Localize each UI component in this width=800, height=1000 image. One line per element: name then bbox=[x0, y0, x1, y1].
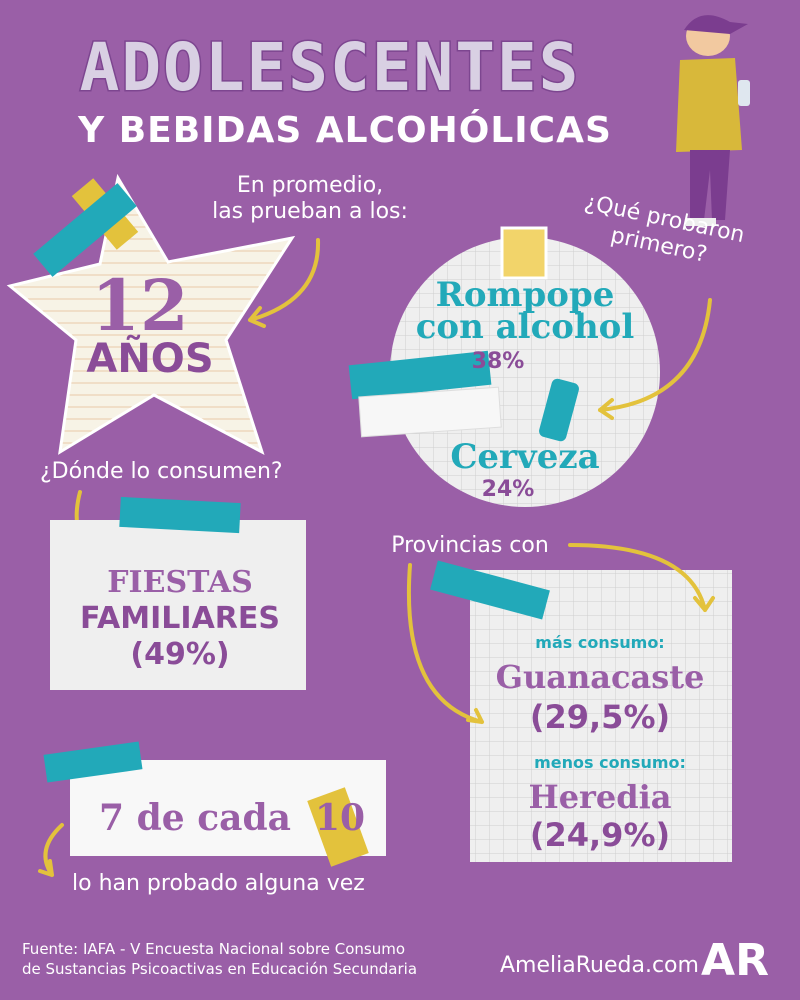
drink-share: 24% bbox=[482, 477, 535, 502]
arrow bbox=[406, 563, 484, 724]
logo: AR bbox=[701, 935, 769, 986]
where-answer: FIESTAS bbox=[107, 565, 253, 600]
pants bbox=[690, 150, 730, 220]
age-intro: En promedio, bbox=[237, 173, 383, 198]
where-answer: FAMILIARES bbox=[80, 601, 280, 636]
tape bbox=[43, 741, 143, 783]
tape bbox=[119, 496, 241, 534]
tried-count: 7 de cada bbox=[99, 797, 291, 839]
province-label: menos consumo: bbox=[534, 753, 686, 772]
paper-strip bbox=[358, 386, 502, 438]
province-label: más consumo: bbox=[535, 633, 664, 652]
where-question: ¿Dónde lo consumen? bbox=[40, 459, 283, 484]
age-value: 12 bbox=[91, 264, 188, 347]
title: ADOLESCENTES bbox=[80, 29, 581, 106]
shoes bbox=[686, 218, 716, 226]
arrow bbox=[598, 298, 712, 420]
tried-note: lo han probado alguna vez bbox=[72, 871, 365, 896]
where-answer: (49%) bbox=[130, 637, 229, 672]
star bbox=[6, 173, 296, 456]
province-name: Heredia bbox=[528, 778, 671, 816]
tape bbox=[33, 183, 137, 277]
province-share: (29,5%) bbox=[530, 698, 670, 736]
source: Fuente: IAFA - V Encuesta Nacional sobre… bbox=[22, 940, 405, 958]
drink-share: 38% bbox=[472, 349, 525, 374]
site: AmeliaRueda.com bbox=[500, 953, 699, 978]
drink-label: Cerveza bbox=[450, 437, 599, 477]
arrow bbox=[568, 543, 715, 612]
subtitle: Y BEBIDAS ALCOHÓLICAS bbox=[77, 109, 612, 151]
provinces-intro: Provincias con bbox=[391, 533, 549, 558]
drink-label: con alcohol bbox=[416, 307, 635, 347]
shirt bbox=[676, 58, 742, 152]
glass-icon bbox=[500, 226, 548, 280]
arrow bbox=[38, 823, 64, 877]
circle-card bbox=[390, 237, 660, 507]
paper-note bbox=[50, 520, 306, 690]
bottle-icon bbox=[539, 378, 579, 442]
age-intro: las prueban a los: bbox=[212, 199, 408, 224]
province-share: (24,9%) bbox=[530, 816, 670, 854]
person-illustration bbox=[676, 15, 750, 226]
tape bbox=[430, 560, 550, 620]
tape bbox=[348, 350, 492, 400]
tried-total: 10 bbox=[315, 797, 365, 839]
province-name: Guanacaste bbox=[496, 658, 705, 696]
arrow bbox=[248, 238, 321, 328]
cap bbox=[684, 15, 748, 34]
paper-note bbox=[470, 570, 732, 862]
source: de Sustancias Psicoactivas en Educación … bbox=[22, 960, 417, 978]
age-unit: AÑOS bbox=[86, 334, 213, 382]
drink-label: Rompope bbox=[436, 275, 615, 315]
bottle bbox=[738, 80, 750, 106]
tape bbox=[307, 787, 369, 867]
